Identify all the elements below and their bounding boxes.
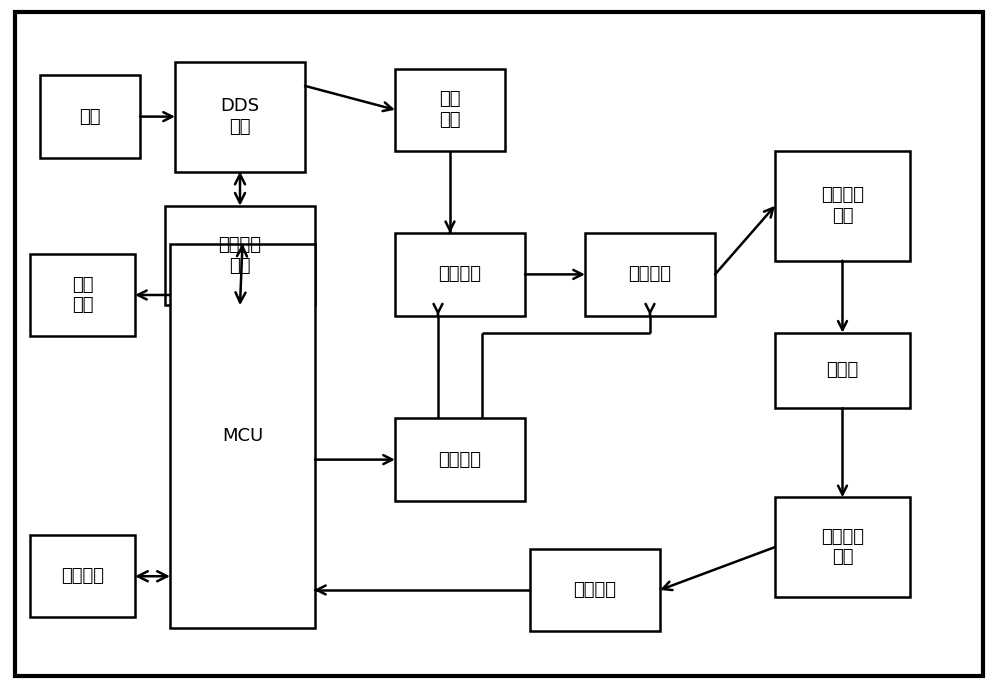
Text: 控制单元: 控制单元 [438,451,482,469]
FancyBboxPatch shape [395,233,525,316]
FancyBboxPatch shape [40,75,140,158]
FancyBboxPatch shape [775,151,910,261]
FancyBboxPatch shape [30,254,135,336]
Text: 激振器: 激振器 [826,362,859,379]
Text: MCU: MCU [222,427,263,445]
FancyBboxPatch shape [165,206,315,305]
FancyBboxPatch shape [775,497,910,597]
FancyBboxPatch shape [395,69,505,151]
Text: 通讯模块: 通讯模块 [61,567,104,585]
FancyBboxPatch shape [15,12,983,676]
Text: 晶振: 晶振 [79,108,101,126]
Text: 功率驱动: 功率驱动 [628,265,671,283]
Text: 状态
指示: 状态 指示 [72,276,93,314]
FancyBboxPatch shape [585,233,715,316]
FancyBboxPatch shape [775,333,910,408]
Text: 测量电路: 测量电路 [574,581,616,599]
FancyBboxPatch shape [170,244,315,628]
Text: 信号发生
控制: 信号发生 控制 [218,236,262,275]
Text: 加速度传
感器: 加速度传 感器 [821,528,864,567]
Text: DDS
芯片: DDS 芯片 [220,97,260,136]
FancyBboxPatch shape [530,549,660,631]
FancyBboxPatch shape [175,62,305,172]
FancyBboxPatch shape [395,418,525,501]
FancyBboxPatch shape [30,535,135,617]
Text: 前级放大: 前级放大 [438,265,482,283]
Text: 信号
滤波: 信号 滤波 [439,91,461,129]
Text: 功率放大
输出: 功率放大 输出 [821,187,864,225]
